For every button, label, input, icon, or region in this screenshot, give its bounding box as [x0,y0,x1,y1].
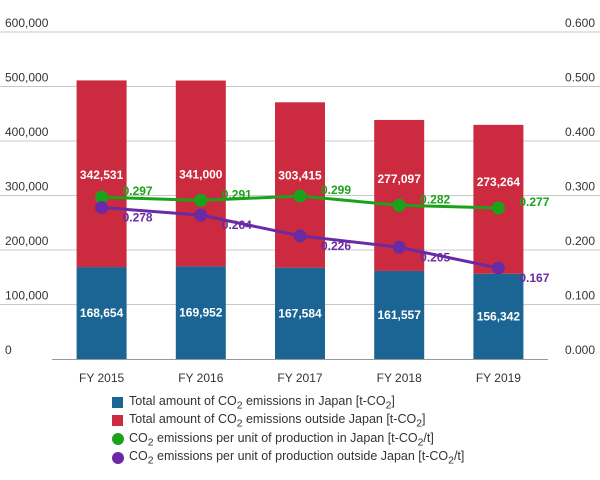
legend-swatch-japan-per-unit [112,433,124,446]
point-outside-per-unit [293,229,307,243]
y-left-tick-label: 600,000 [5,16,49,30]
x-tick-label: FY 2017 [277,371,322,385]
data-label-japan-per-unit: 0.297 [123,184,153,198]
legend-label-japan-per-unit: CO2 emissions per unit of production in … [129,430,434,449]
data-label-japan-total: 168,654 [80,306,124,320]
data-label-outside-total: 303,415 [278,169,322,183]
legend-swatch-outside-per-unit [112,451,124,464]
bar-japan-total [473,273,524,359]
data-label-japan-total: 167,584 [278,306,322,320]
data-label-japan-per-unit: 0.277 [519,195,549,209]
chart-legend: Total amount of CO2 emissions in Japan [… [112,393,464,467]
y-right-tick-label: 0.100 [565,289,595,303]
data-label-outside-total: 277,097 [378,172,422,186]
data-label-japan-total: 161,557 [378,308,422,322]
y-right-tick-label: 0.500 [565,71,595,85]
y-left-tick-label: 400,000 [5,125,49,139]
data-label-japan-total: 156,342 [477,309,521,323]
y-left-tick-label: 0 [5,343,12,357]
data-label-outside-per-unit: 0.205 [420,250,450,264]
bar-outside-total [473,124,524,274]
legend-swatch-outside-total [112,415,123,427]
point-japan-per-unit [392,198,406,212]
data-label-outside-total: 341,000 [179,167,223,181]
legend-swatch-japan-total [112,396,123,408]
legend-item-outside-per-unit: CO2 emissions per unit of production out… [112,449,464,468]
y-left-tick-label: 500,000 [5,71,49,85]
data-label-outside-total: 273,264 [477,175,521,189]
y-right-tick-label: 0.300 [565,180,595,194]
legend-item-outside-total: Total amount of CO2 emissions outside Ja… [112,412,464,431]
data-label-japan-total: 169,952 [179,306,223,320]
point-japan-per-unit [293,189,307,203]
legend-label-japan-total: Total amount of CO2 emissions in Japan [… [129,393,395,412]
data-label-outside-per-unit: 0.226 [321,239,351,253]
x-tick-label: FY 2016 [178,371,223,385]
y-left-tick-label: 200,000 [5,234,49,248]
x-tick-label: FY 2015 [79,371,124,385]
y-right-tick-label: 0.600 [565,16,595,30]
bar-japan-total [175,266,226,359]
data-label-japan-per-unit: 0.299 [321,183,351,197]
x-tick-label: FY 2019 [476,371,521,385]
point-outside-per-unit [491,261,505,275]
data-label-outside-total: 342,531 [80,168,124,182]
y-left-tick-label: 100,000 [5,289,49,303]
data-label-japan-per-unit: 0.282 [420,192,450,206]
data-label-outside-per-unit: 0.167 [519,271,549,285]
co2-emissions-chart: 0 100,000 200,000 300,000 400,000 500,000 600,… [0,16,600,385]
y-right-tick-label: 0.000 [565,343,595,357]
bar-outside-total [175,80,226,267]
legend-item-japan-per-unit: CO2 emissions per unit of production in … [112,430,464,449]
point-outside-per-unit [95,200,109,214]
point-japan-per-unit [194,193,208,207]
y-right-tick-label: 0.200 [565,234,595,248]
bar-japan-total [374,270,425,359]
bar-japan-total [76,267,127,359]
data-label-japan-per-unit: 0.291 [222,187,252,201]
legend-label-outside-total: Total amount of CO2 emissions outside Ja… [129,412,426,430]
y-right-tick-label: 0.400 [565,125,595,139]
x-tick-label: FY 2018 [377,371,422,385]
point-outside-per-unit [194,208,208,222]
legend-label-outside-per-unit: CO2 emissions per unit of production out… [129,449,465,467]
bar-outside-total [76,80,127,268]
data-label-outside-per-unit: 0.278 [123,210,153,224]
legend-item-japan-total: Total amount of CO2 emissions in Japan [… [112,393,464,412]
y-left-tick-label: 300,000 [5,180,49,194]
point-japan-per-unit [95,190,109,204]
data-label-outside-per-unit: 0.264 [222,218,252,232]
point-outside-per-unit [392,240,406,254]
bar-outside-total [275,102,325,268]
point-japan-per-unit [491,201,505,215]
bar-japan-total [275,267,325,359]
